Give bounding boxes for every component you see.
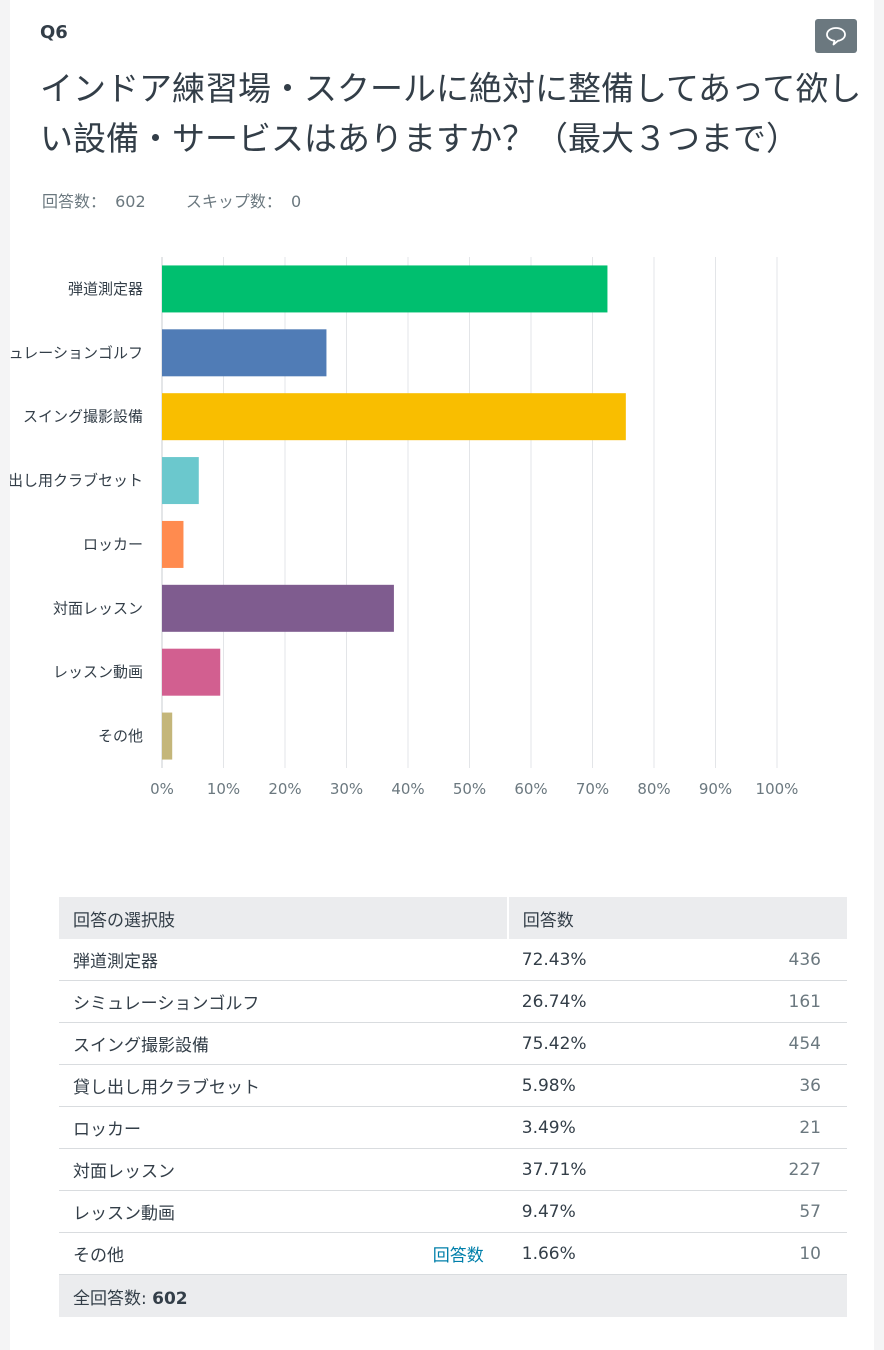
question-title: インドア練習場・スクールに絶対に整備してあって欲しい設備・サービスはありますか？… xyxy=(40,69,862,158)
choice-cell: 弾道測定器 xyxy=(59,939,508,981)
x-tick-label: 50% xyxy=(453,780,486,798)
answered-value: 602 xyxy=(115,192,146,211)
comment-button[interactable] xyxy=(815,19,857,53)
percent-cell: 26.74% xyxy=(507,980,696,1023)
table-row: 弾道測定器 72.43% 436 xyxy=(59,939,847,981)
count-cell: 10 xyxy=(695,1232,847,1275)
x-tick-label: 40% xyxy=(391,780,424,798)
x-tick-label: 70% xyxy=(576,780,609,798)
choice-cell: 貸し出し用クラブセット xyxy=(59,1064,508,1107)
category-label: スイング撮影設備 xyxy=(23,408,143,426)
category-label: 対面レッスン xyxy=(53,599,143,617)
percent-cell: 9.47% xyxy=(507,1190,696,1233)
count-cell: 57 xyxy=(695,1190,847,1233)
choice-label: その他 xyxy=(73,1246,124,1266)
answered-label: 回答数： xyxy=(42,192,107,211)
header-responses: 回答数 xyxy=(506,897,847,939)
bar[interactable] xyxy=(162,457,199,505)
x-tick-label: 60% xyxy=(514,780,547,798)
comment-icon xyxy=(826,27,846,46)
x-tick-label: 100% xyxy=(756,780,799,798)
bar-chart: 0% 10% 20% 30% 40% 50% 60% 70% 80% 90% 100% 弾道測定器シミ… xyxy=(10,257,799,798)
category-label: 弾道測定器 xyxy=(68,280,143,298)
percent-cell: 72.43% xyxy=(507,939,696,981)
table-row: その他 回答数 1.66% 10 xyxy=(59,1232,847,1275)
x-tick-label: 90% xyxy=(699,780,732,798)
question-number: Q6 xyxy=(40,22,68,43)
bar[interactable] xyxy=(162,584,394,632)
bar[interactable] xyxy=(162,329,327,377)
choice-cell: ロッカー xyxy=(59,1106,508,1149)
bar[interactable] xyxy=(162,520,184,568)
percent-cell: 75.42% xyxy=(507,1022,696,1065)
x-tick-label: 10% xyxy=(207,780,240,798)
x-tick-label: 20% xyxy=(268,780,301,798)
x-tick-label: 30% xyxy=(330,780,363,798)
total-label: 全回答数: xyxy=(73,1288,147,1309)
category-label: ロッカー xyxy=(83,535,143,553)
percent-cell: 1.66% xyxy=(507,1232,696,1275)
x-tick-label: 80% xyxy=(637,780,670,798)
choice-cell: シミュレーションゴルフ xyxy=(59,980,508,1023)
count-cell: 21 xyxy=(695,1106,847,1149)
category-label: その他 xyxy=(98,727,143,745)
response-meta: 回答数： 602 スキップ数： 0 xyxy=(42,188,305,212)
count-cell: 227 xyxy=(695,1148,847,1191)
total-row: 全回答数: 602 xyxy=(59,1274,847,1317)
choice-cell: スイング撮影設備 xyxy=(59,1022,508,1065)
header-choice: 回答の選択肢 xyxy=(59,897,508,939)
choice-cell: 対面レッスン xyxy=(59,1148,508,1191)
table-row: 対面レッスン 37.71% 227 xyxy=(59,1148,847,1191)
table-row: シミュレーションゴルフ 26.74% 161 xyxy=(59,980,847,1023)
table-row: 貸し出し用クラブセット 5.98% 36 xyxy=(59,1064,847,1107)
responses-link[interactable]: 回答数 xyxy=(432,1246,484,1266)
bar[interactable] xyxy=(162,712,173,760)
count-cell: 161 xyxy=(695,980,847,1023)
bar[interactable] xyxy=(162,648,221,696)
summary-table: 回答の選択肢 回答数 弾道測定器 72.43% 436 シミュレーションゴルフ 26.7… xyxy=(59,897,847,1317)
percent-cell: 3.49% xyxy=(507,1106,696,1149)
bar[interactable] xyxy=(162,393,626,441)
count-cell: 454 xyxy=(695,1022,847,1065)
total-value: 602 xyxy=(152,1288,188,1309)
question-card: Q6 インドア練習場・スクールに絶対に整備してあって欲しい設備・サービスはありま… xyxy=(10,0,874,1350)
choice-cell: その他 回答数 xyxy=(59,1232,508,1275)
count-cell: 436 xyxy=(695,939,847,981)
choice-cell: レッスン動画 xyxy=(59,1190,508,1233)
category-label: シミュレーションゴルフ xyxy=(10,344,143,362)
table-row: スイング撮影設備 75.42% 454 xyxy=(59,1022,847,1065)
category-label: 貸し出し用クラブセット xyxy=(10,472,143,490)
x-tick-label: 0% xyxy=(150,780,174,798)
skipped-value: 0 xyxy=(290,192,302,211)
percent-cell: 37.71% xyxy=(507,1148,696,1191)
table-header-row: 回答の選択肢 回答数 xyxy=(59,897,847,939)
table-row: ロッカー 3.49% 21 xyxy=(59,1106,847,1149)
skipped-label: スキップ数： xyxy=(185,192,282,211)
percent-cell: 5.98% xyxy=(507,1064,696,1107)
bar[interactable] xyxy=(162,265,608,313)
count-cell: 36 xyxy=(695,1064,847,1107)
total-cell: 全回答数: 602 xyxy=(59,1274,847,1317)
table-row: レッスン動画 9.47% 57 xyxy=(59,1190,847,1233)
category-label: レッスン動画 xyxy=(53,663,143,681)
